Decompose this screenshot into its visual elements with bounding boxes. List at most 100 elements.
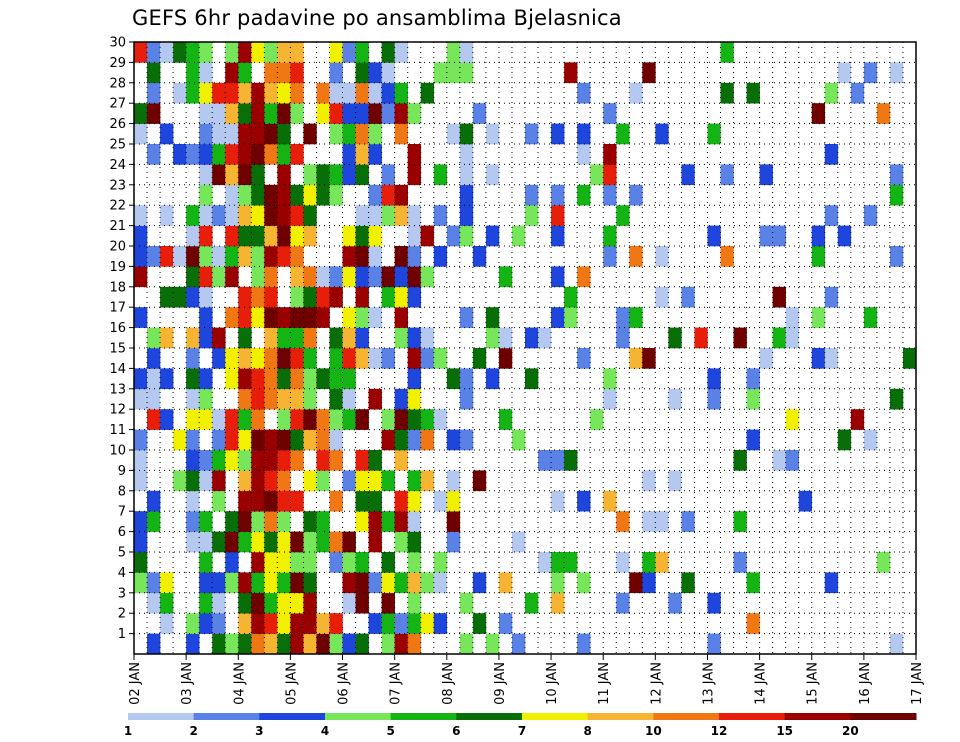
heatmap-cell	[355, 633, 369, 655]
x-tick-label: 08 JAN	[441, 662, 456, 705]
heatmap-cell	[186, 409, 200, 430]
heatmap-cell	[368, 470, 382, 492]
heatmap-cell	[381, 184, 395, 206]
heatmap-cell	[407, 348, 422, 369]
heatmap-cell	[433, 552, 448, 573]
heatmap-cell	[629, 82, 643, 104]
heatmap-cell	[329, 388, 343, 410]
colorbar-label: 7	[518, 724, 526, 738]
heatmap-cell	[212, 123, 226, 145]
heatmap-cell	[290, 531, 304, 553]
heatmap-cell	[381, 470, 395, 492]
heatmap-cell	[303, 123, 317, 145]
heatmap-cell	[733, 450, 747, 471]
heatmap-cell	[485, 164, 500, 186]
heatmap-cell	[342, 531, 356, 553]
heatmap-cell	[147, 388, 161, 410]
heatmap-cell	[277, 429, 291, 451]
heatmap-cell	[433, 164, 448, 186]
heatmap-cell	[733, 552, 747, 573]
heatmap-cell	[394, 531, 408, 553]
heatmap-cell	[277, 409, 291, 430]
y-tick-label: 10	[109, 444, 126, 459]
heatmap-cell	[407, 246, 422, 267]
heatmap-cell	[290, 184, 304, 206]
heatmap-cell	[368, 307, 382, 328]
heatmap-cell	[238, 429, 252, 451]
x-tick-label: 09 JAN	[493, 662, 508, 705]
heatmap-cell	[824, 572, 839, 594]
heatmap-cell	[316, 450, 330, 471]
heatmap-cell	[277, 572, 291, 594]
heatmap-cell	[381, 552, 395, 573]
heatmap-cell	[381, 164, 395, 186]
heatmap-cell	[551, 572, 565, 594]
heatmap-cell	[381, 613, 395, 634]
heatmap-cell	[525, 368, 539, 390]
heatmap-cell	[173, 429, 187, 451]
colorbar-segment	[850, 713, 917, 720]
heatmap-cell	[134, 572, 148, 594]
heatmap-cell	[277, 42, 291, 63]
heatmap-cell	[381, 103, 395, 124]
heatmap-cell	[160, 592, 174, 614]
heatmap-cell	[134, 225, 148, 247]
heatmap-cell	[368, 511, 382, 532]
heatmap-cell	[616, 511, 630, 532]
heatmap-cell	[498, 327, 513, 349]
heatmap-cell	[199, 368, 213, 390]
heatmap-cell	[303, 470, 317, 492]
heatmap-cell	[472, 572, 487, 594]
heatmap-cell	[720, 42, 734, 63]
heatmap-cell	[212, 103, 226, 124]
heatmap-cell	[407, 490, 422, 512]
heatmap-cell	[811, 246, 826, 267]
heatmap-cell	[759, 225, 773, 247]
heatmap-cell	[277, 62, 291, 84]
heatmap-cell	[420, 82, 435, 104]
heatmap-cell	[225, 429, 239, 451]
colorbar-segment	[325, 713, 392, 720]
heatmap-cell	[277, 307, 291, 328]
heatmap-cell	[577, 123, 591, 145]
heatmap-cell	[733, 327, 747, 349]
heatmap-cell	[459, 633, 474, 655]
heatmap-cell	[355, 82, 369, 104]
heatmap-cell	[225, 246, 239, 267]
heatmap-cell	[290, 144, 304, 165]
heatmap-cell	[173, 42, 187, 63]
heatmap-cell	[199, 450, 213, 471]
heatmap-cell	[420, 327, 435, 349]
heatmap-cell	[368, 613, 382, 634]
heatmap-cell	[342, 327, 356, 349]
heatmap-cell	[863, 307, 878, 328]
heatmap-cell	[407, 144, 422, 165]
heatmap-cell	[368, 103, 382, 124]
heatmap-cell	[290, 246, 304, 267]
heatmap-cell	[381, 409, 395, 430]
heatmap-cell	[759, 348, 773, 369]
heatmap-cell	[407, 368, 422, 390]
heatmap-cell	[368, 572, 382, 594]
heatmap-cell	[316, 470, 330, 492]
heatmap-cell	[850, 409, 865, 430]
heatmap-cell	[277, 368, 291, 390]
heatmap-cell	[238, 103, 252, 124]
heatmap-cell	[342, 388, 356, 410]
heatmap-cell	[303, 531, 317, 553]
heatmap-cell	[629, 184, 643, 206]
heatmap-cell	[225, 103, 239, 124]
heatmap-cell	[303, 572, 317, 594]
heatmap-cell	[316, 429, 330, 451]
heatmap-cell	[303, 348, 317, 369]
heatmap-cell	[238, 613, 252, 634]
heatmap-cell	[225, 572, 239, 594]
heatmap-cell	[394, 205, 408, 226]
heatmap-cell	[381, 348, 395, 369]
y-tick-label: 15	[109, 342, 126, 357]
x-tick-label: 06 JAN	[337, 662, 352, 705]
heatmap-cell	[394, 246, 408, 267]
heatmap-cell	[746, 429, 760, 451]
heatmap-cell	[173, 246, 187, 267]
heatmap-cell	[251, 348, 265, 369]
